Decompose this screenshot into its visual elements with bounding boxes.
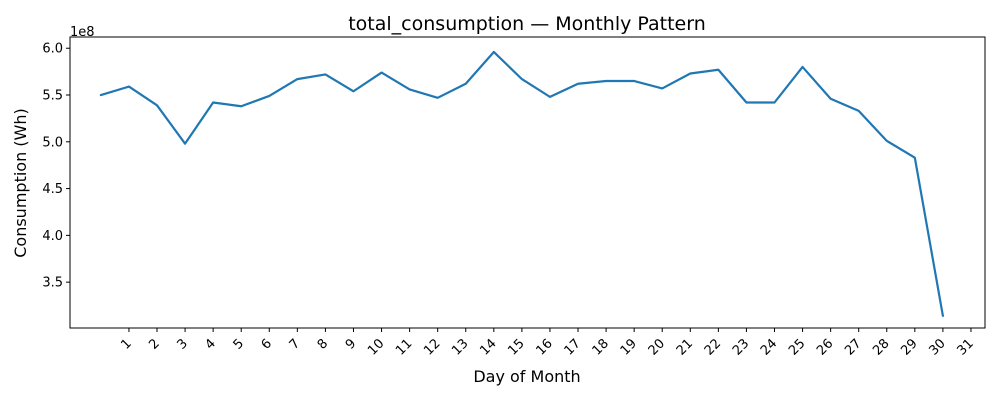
x-tick-label: 2 [146, 336, 162, 352]
series-line-0 [99, 50, 945, 317]
x-tick-label: 17 [562, 336, 584, 358]
x-tick-label: 1 [118, 336, 134, 352]
x-tick-label: 18 [590, 336, 612, 358]
x-tick-label: 8 [315, 336, 331, 352]
plot-area-frame [69, 36, 986, 329]
x-tick-label: 9 [343, 336, 359, 352]
y-tick-label: 5.0 [42, 135, 63, 150]
x-tick-label: 19 [618, 336, 640, 358]
x-tick-label: 14 [477, 336, 499, 358]
x-tick-label: 11 [393, 336, 415, 358]
y-axis: 3.5 4.0 4.5 5.0 5.5 6.0 [42, 42, 70, 291]
x-tick-label: 22 [702, 336, 724, 358]
x-tick-label: 4 [203, 336, 219, 352]
x-tick-label: 31 [954, 336, 976, 358]
x-tick-label: 3 [174, 336, 190, 352]
x-tick-label: 15 [505, 336, 527, 358]
y-tick-label: 6.0 [42, 42, 63, 57]
x-tick-label: 30 [926, 336, 948, 358]
y-tick-label: 3.5 [42, 276, 63, 291]
x-tick-label: 28 [870, 336, 892, 358]
y-tick-label: 5.5 [42, 89, 63, 104]
x-axis: 1 2 3 4 5 6 7 8 9 10 11 12 13 14 15 16 17 18 19 20 21 22 23 24 2… [118, 328, 977, 359]
x-tick-label: 13 [449, 336, 471, 358]
x-tick-label: 7 [287, 336, 303, 352]
x-tick-label: 23 [730, 336, 752, 358]
y-axis-multiplier: 1e8 [70, 25, 95, 40]
chart-title: total_consumption — Monthly Pattern [348, 13, 706, 35]
x-tick-label: 6 [259, 336, 275, 352]
x-axis-title: Day of Month [473, 367, 580, 386]
x-tick-label: 12 [421, 336, 443, 358]
series-layer [99, 50, 945, 317]
x-tick-label: 27 [842, 336, 864, 358]
x-tick-label: 5 [231, 336, 247, 352]
x-tick-label: 21 [674, 336, 696, 358]
x-tick-label: 10 [365, 336, 387, 358]
x-tick-label: 16 [533, 336, 555, 358]
y-tick-label: 4.5 [42, 182, 63, 197]
y-axis-title: Consumption (Wh) [11, 108, 30, 258]
y-tick-label: 4.0 [42, 229, 63, 244]
x-tick-label: 25 [786, 336, 808, 358]
x-tick-label: 24 [758, 336, 780, 358]
x-tick-label: 20 [646, 336, 668, 358]
x-tick-label: 26 [814, 336, 836, 358]
x-tick-label: 29 [898, 336, 920, 358]
